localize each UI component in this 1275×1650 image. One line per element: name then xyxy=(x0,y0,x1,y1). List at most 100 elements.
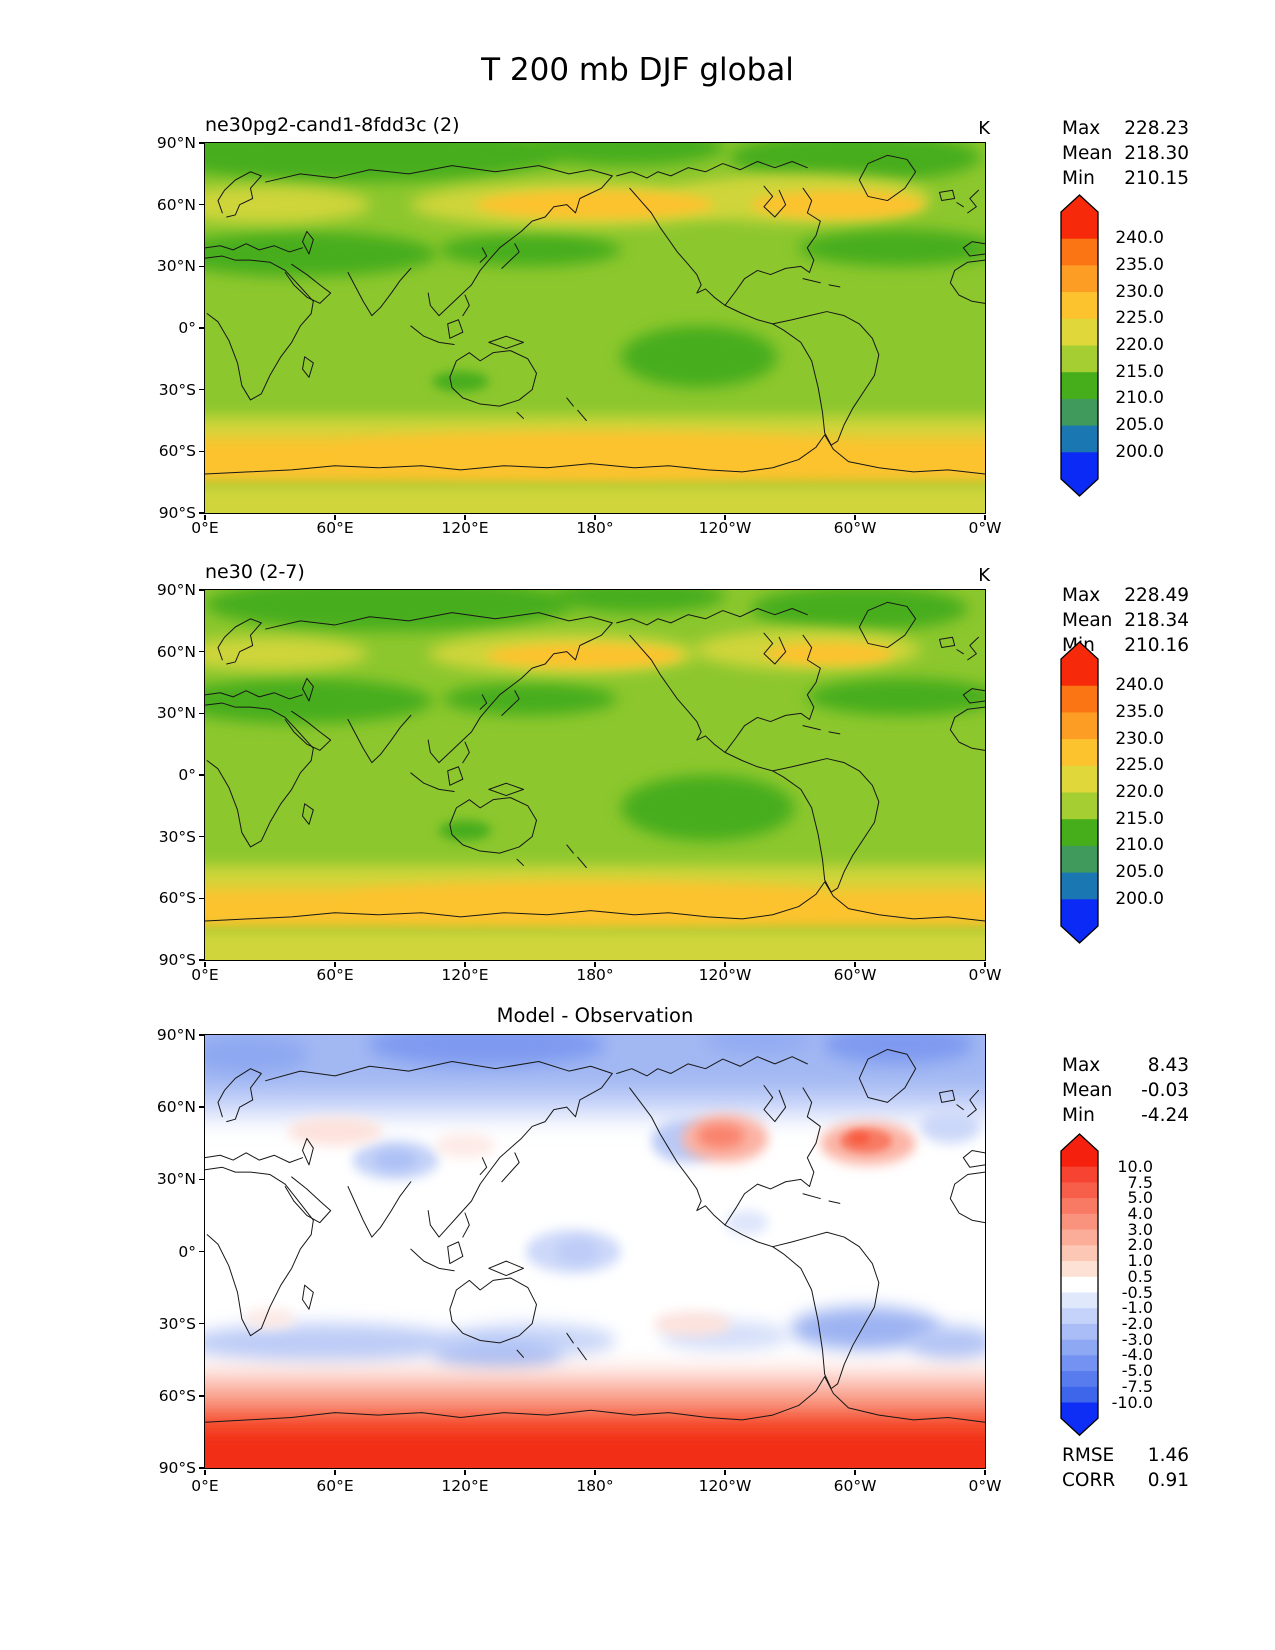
axis-tick xyxy=(334,514,336,520)
units-label: K xyxy=(978,118,990,139)
colorbar-segment xyxy=(1061,1308,1098,1325)
x-tick-label: 120°W xyxy=(698,966,752,984)
colorbar-tick-label: 225.0 xyxy=(1115,308,1164,329)
stat-label: Mean xyxy=(1062,610,1113,631)
x-tick-label: 60°E xyxy=(316,1477,354,1495)
x-tick-label: 0°W xyxy=(968,519,1002,537)
colorbar-tick-label: 4.0 xyxy=(1127,1203,1153,1223)
stat-label: Min xyxy=(1062,1105,1095,1126)
colorbar-tick-label: -5.0 xyxy=(1121,1361,1153,1381)
axis-tick xyxy=(198,774,204,776)
axis-tick xyxy=(464,514,466,520)
axis-tick xyxy=(594,514,596,520)
axis-tick xyxy=(334,1469,336,1475)
colorbar-outline xyxy=(1060,1133,1099,1437)
contour-map-difference xyxy=(204,1034,985,1468)
colorbar-segment xyxy=(1061,318,1098,347)
axis-tick xyxy=(724,514,726,520)
stats-block: Max 228.49 Mean 218.34 Min 210.16 xyxy=(1062,583,1189,658)
axis-tick xyxy=(198,897,204,900)
y-tick-label: 90°N xyxy=(156,1026,196,1044)
colorbar-segment xyxy=(1061,452,1098,496)
stat-label: Mean xyxy=(1062,143,1113,164)
colorbar-tick-label: 240.0 xyxy=(1115,675,1164,696)
colorbar-tick-label: 230.0 xyxy=(1115,281,1164,302)
colorbar-tick-label: 220.0 xyxy=(1115,334,1164,355)
colorbar-tick-label: 200.0 xyxy=(1115,888,1164,909)
figure-title: T 200 mb DJF global xyxy=(481,52,794,88)
colorbar-tick-label: 220.0 xyxy=(1115,781,1164,802)
colorbar-tick-label: 210.0 xyxy=(1115,835,1164,856)
y-tick-label: 30°N xyxy=(156,704,196,723)
axis-tick xyxy=(854,1469,856,1475)
colorbar-segment xyxy=(1061,642,1098,687)
colorbar-tick-label: 5.0 xyxy=(1127,1188,1153,1208)
axis-tick xyxy=(198,265,204,268)
colorbar-tick-label: 7.5 xyxy=(1127,1172,1153,1192)
stat-label: CORR xyxy=(1062,1470,1116,1491)
y-tick-label: 30°S xyxy=(158,1314,196,1333)
colorbar-tick-label: 3.0 xyxy=(1127,1219,1153,1239)
colorbar-tick-label: -0.5 xyxy=(1121,1282,1153,1302)
x-tick-label: 180° xyxy=(576,1477,614,1495)
stat-row: CORR 0.91 xyxy=(1062,1468,1189,1493)
colorbar-labels: 10.0 7.5 5.0 4.0 3.0 2.0 1.0 0.5 -0.5 -1.0 -2.0 -3.… xyxy=(1061,0,1153,1412)
colorbar-segment xyxy=(1061,899,1098,943)
stat-value: -0.03 xyxy=(1141,1080,1189,1101)
colorbar-segment xyxy=(1061,265,1098,293)
colorbar-tick-label: 205.0 xyxy=(1115,862,1164,883)
contour-map-model xyxy=(204,142,985,513)
colorbar-tick-label: 215.0 xyxy=(1115,808,1164,829)
map-reference xyxy=(203,588,986,961)
contour-fill-layer xyxy=(204,589,985,960)
y-tick-label: 60°N xyxy=(156,195,196,214)
stat-label: Mean xyxy=(1062,1080,1113,1101)
colorbar-labels: 240.0 235.0 230.0 225.0 220.0 215.0 210.0 205.0… xyxy=(1064,0,1164,462)
colorbar-segment xyxy=(1061,1386,1098,1404)
axis-tick xyxy=(984,1469,986,1475)
colorbar-tick-label: 0.5 xyxy=(1127,1266,1153,1286)
colorbar-tick-label: -2.0 xyxy=(1121,1314,1153,1333)
colorbar-segments xyxy=(1061,195,1098,496)
panel-title: ne30pg2-cand1-8fdd3c (2) xyxy=(205,114,460,136)
axis-tick xyxy=(464,961,466,967)
axis-tick xyxy=(854,514,856,520)
colorbar-segment xyxy=(1061,425,1098,453)
colorbar-tick-label: 235.0 xyxy=(1115,701,1164,722)
colorbar-segments xyxy=(1061,1134,1098,1436)
colorbar-segment xyxy=(1061,1198,1098,1215)
x-tick-label: 120°E xyxy=(441,1477,489,1495)
x-tick-label: 120°W xyxy=(698,1477,752,1495)
colorbar-outline xyxy=(1060,641,1099,944)
axis-tick xyxy=(198,835,204,838)
stats-block: Max 8.43 Mean -0.03 Min -4.24 xyxy=(1062,1053,1189,1128)
colorbar-segment xyxy=(1061,1323,1098,1341)
x-tick-label: 0°E xyxy=(191,1477,219,1495)
x-tick-label: 0°E xyxy=(191,966,219,984)
stat-label: Max xyxy=(1062,585,1101,606)
colorbar-tick-label: 10.0 xyxy=(1117,1156,1153,1176)
colorbar-tick-label: 2.0 xyxy=(1127,1235,1153,1255)
x-tick-label: 120°E xyxy=(441,966,489,984)
axis-tick xyxy=(198,1106,204,1108)
y-tick-label: 90°S xyxy=(158,951,196,969)
colorbar-segment xyxy=(1061,398,1098,427)
colorbar-segment xyxy=(1061,1292,1098,1309)
colorbar-segment xyxy=(1061,1402,1098,1436)
y-tick-label: 60°S xyxy=(158,889,196,908)
stat-value: 1.46 xyxy=(1147,1445,1189,1466)
stat-value: 218.30 xyxy=(1124,143,1189,164)
stat-row: Max 228.49 xyxy=(1062,583,1189,608)
colorbar xyxy=(1060,641,1099,944)
stat-label: Max xyxy=(1062,1055,1101,1076)
y-tick-label: 30°N xyxy=(156,257,196,276)
stat-value: -4.24 xyxy=(1141,1105,1189,1126)
colorbar-segment xyxy=(1061,1339,1098,1356)
x-tick-label: 60°W xyxy=(833,966,877,984)
stat-row: Min 210.15 xyxy=(1062,166,1189,191)
colorbar-tick-label: 225.0 xyxy=(1115,755,1164,776)
colorbar xyxy=(1060,194,1099,497)
axis-tick xyxy=(724,1469,726,1475)
